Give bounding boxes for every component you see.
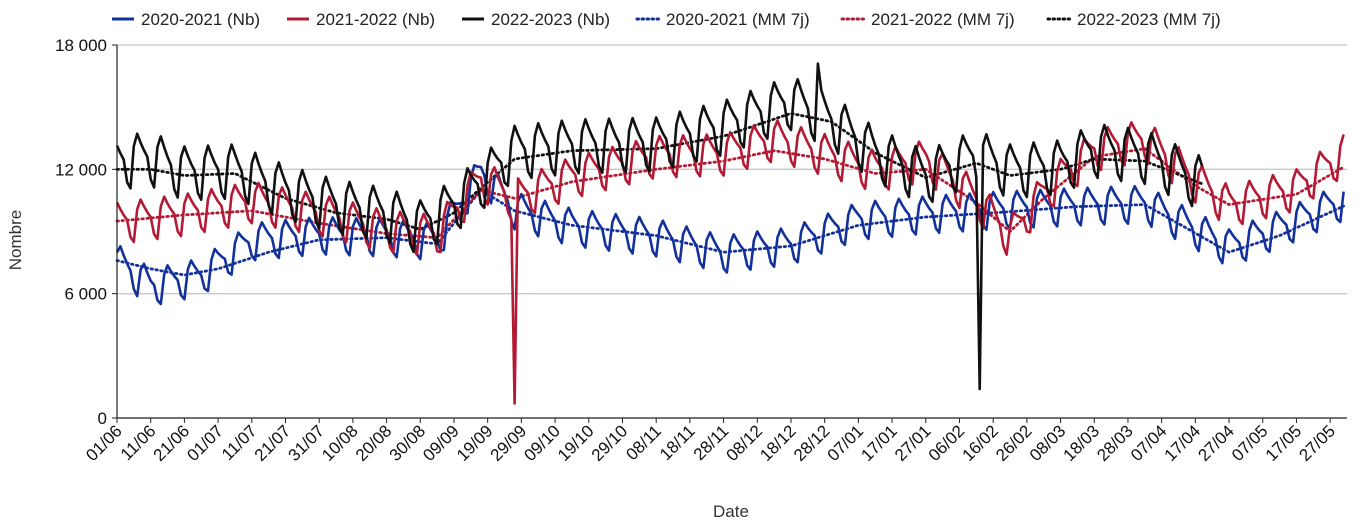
x-tick-label: 19/10 <box>554 421 598 465</box>
x-tick-label: 18/12 <box>756 421 800 465</box>
legend-label: 2021-2022 (MM 7j) <box>871 10 1015 29</box>
x-tick-label: 10/08 <box>318 421 362 465</box>
x-tick-label: 21/07 <box>251 421 295 465</box>
series-line-2021-2022-mm-7j <box>115 147 1345 240</box>
x-axis-title: Date <box>713 502 749 521</box>
y-axis-title: Nombre <box>6 210 25 270</box>
x-tick-label: 19/09 <box>453 421 497 465</box>
x-tick-label: 27/04 <box>1194 421 1238 465</box>
x-tick-label: 26/02 <box>992 421 1036 465</box>
grid-lines <box>117 44 1347 295</box>
x-tick-label: 29/10 <box>588 421 632 465</box>
y-tick-label: 18 000 <box>55 36 107 55</box>
x-tick-label: 08/03 <box>1026 421 1070 465</box>
legend-label: 2021-2022 (Nb) <box>316 10 435 29</box>
series-line-2021-2022-nb <box>115 119 1345 405</box>
x-tick-label: 07/04 <box>1127 421 1171 465</box>
x-tick-label: 09/09 <box>419 421 463 465</box>
x-tick-label: 06/02 <box>925 421 969 465</box>
x-tick-label: 28/11 <box>690 421 733 464</box>
series-line-2022-2023-mm-7j <box>115 112 1204 231</box>
x-tick-label: 16/02 <box>958 421 1002 465</box>
series-lines <box>115 62 1345 405</box>
x-tick-label: 28/03 <box>1093 421 1137 465</box>
x-tick-label: 08/12 <box>723 421 767 465</box>
y-tick-label: 0 <box>98 409 107 428</box>
y-axis-ticks: 0 6 000 12 000 18 000 <box>55 36 117 428</box>
x-tick-label: 07/01 <box>824 421 868 465</box>
x-tick-label: 30/08 <box>386 421 430 465</box>
legend-label: 2020-2021 (Nb) <box>141 10 260 29</box>
x-tick-label: 17/04 <box>1161 421 1205 465</box>
x-tick-label: 01/07 <box>183 421 227 465</box>
legend: 2020-2021 (Nb) 2021-2022 (Nb) 2022-2023 (N… <box>112 10 1221 29</box>
x-tick-label: 28/12 <box>790 421 834 465</box>
x-tick-label: 27/01 <box>891 421 935 465</box>
x-tick-label: 18/11 <box>656 421 699 464</box>
x-tick-label: 18/03 <box>1060 421 1104 465</box>
x-tick-label: 08/11 <box>622 421 665 464</box>
series-line-2022-2023-nb <box>115 62 1204 391</box>
x-tick-label: 27/05 <box>1295 421 1339 465</box>
x-tick-label: 07/05 <box>1228 421 1272 465</box>
x-axis-ticks: 01/0611/0621/0601/0711/0721/0731/0710/08… <box>82 418 1339 465</box>
x-tick-label: 11/07 <box>218 421 261 464</box>
legend-label: 2020-2021 (MM 7j) <box>666 10 810 29</box>
series-line-2020-2021-nb <box>115 164 1345 306</box>
x-tick-label: 31/07 <box>285 421 329 465</box>
x-tick-label: 29/09 <box>487 421 531 465</box>
x-tick-label: 21/06 <box>150 421 194 465</box>
x-tick-label: 09/10 <box>520 421 564 465</box>
x-tick-label: 17/01 <box>857 421 901 465</box>
x-tick-label: 11/06 <box>117 421 160 464</box>
y-tick-label: 12 000 <box>55 160 107 179</box>
x-tick-label: 17/05 <box>1262 421 1306 465</box>
x-tick-label: 20/08 <box>352 421 396 465</box>
y-tick-label: 6 000 <box>64 285 107 304</box>
legend-label: 2022-2023 (MM 7j) <box>1077 10 1221 29</box>
legend-label: 2022-2023 (Nb) <box>491 10 610 29</box>
